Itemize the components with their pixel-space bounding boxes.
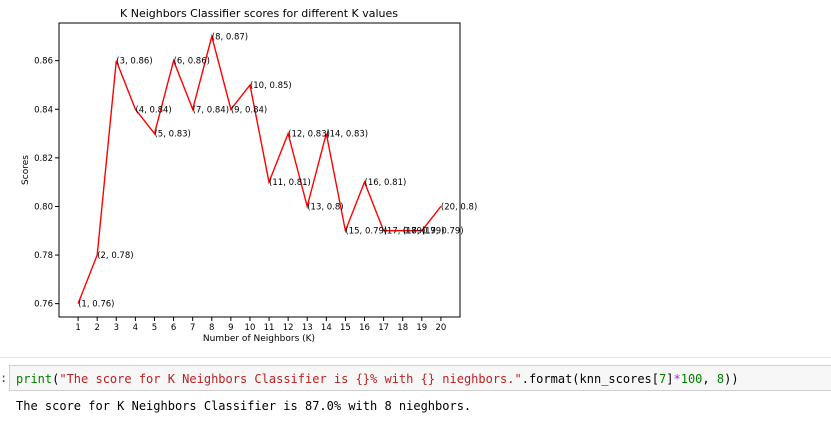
x-tick-label: 8 [209, 323, 214, 333]
x-tick-label: 3 [114, 323, 119, 333]
point-label: (1, 0.76) [78, 300, 114, 310]
knn-scores-chart: K Neighbors Classifier scores for differ… [21, 7, 477, 344]
y-tick-label: 0.78 [34, 251, 53, 261]
y-tick-label: 0.84 [34, 105, 53, 115]
cell-output: The score for K Neighbors Classifier is … [16, 399, 472, 413]
x-tick-label: 19 [416, 323, 427, 333]
point-label: (15, 0.79) [345, 227, 387, 237]
y-tick-label: 0.80 [34, 202, 53, 212]
code-builtin: print [16, 372, 53, 386]
point-label: (9, 0.84) [231, 105, 267, 115]
code-method: .format(knn_scores[ [521, 372, 660, 386]
x-tick-label: 15 [340, 323, 351, 333]
y-tick-label: 0.86 [34, 57, 53, 67]
x-tick-label: 14 [321, 323, 332, 333]
x-tick-label: 10 [245, 323, 256, 333]
score-line [77, 33, 442, 304]
point-label: (3, 0.86) [116, 57, 152, 67]
point-label: (17, 0.79) [384, 227, 426, 237]
x-tick-label: 11 [264, 323, 275, 333]
code-index: 7 [659, 372, 667, 386]
y-axis-label: Scores [21, 155, 31, 185]
x-tick-label: 1 [75, 323, 80, 333]
code-input-area[interactable]: print("The score for K Neighbors Classif… [9, 365, 831, 391]
point-label: (6, 0.86) [174, 57, 210, 67]
x-tick-label: 12 [283, 323, 294, 333]
x-tick-label: 2 [94, 323, 99, 333]
point-label: (16, 0.81) [365, 178, 407, 188]
cell-prompt: : [0, 371, 8, 385]
chart-title: K Neighbors Classifier scores for differ… [120, 7, 398, 20]
y-tick-label: 0.76 [34, 300, 53, 310]
y-axis-ticks: 0.76 0.78 0.80 0.82 0.84 0.86 [34, 57, 59, 310]
point-label: (13, 0.8) [307, 202, 343, 212]
x-tick-label: 18 [397, 323, 408, 333]
point-label: (14, 0.83) [326, 130, 368, 140]
x-tick-label: 20 [435, 323, 446, 333]
point-label: (4, 0.84) [135, 105, 171, 115]
x-axis-label: Number of Neighbors (K) [203, 334, 315, 344]
x-tick-label: 13 [302, 323, 313, 333]
point-label: (10, 0.85) [250, 81, 292, 91]
code-num: 100 [680, 372, 703, 386]
point-label: (5, 0.83) [154, 130, 190, 140]
point-labels: (1, 0.76) (2, 0.78) (3, 0.86) (4, 0.84) (5, … [78, 32, 477, 309]
x-tick-label: 7 [190, 323, 195, 333]
point-label: (12, 0.83) [288, 130, 330, 140]
notebook-code-cell: : print("The score for K Neighbors Class… [0, 357, 831, 425]
x-tick-label: 5 [152, 323, 157, 333]
y-tick-label: 0.82 [34, 154, 53, 164]
code-mid: ] [666, 372, 674, 386]
code-close: )) [724, 372, 739, 386]
x-axis-ticks: 1 2 3 4 5 6 7 8 9 10 11 12 13 14 15 16 17 18 19 20 [75, 317, 446, 333]
code-line[interactable]: print("The score for K Neighbors Classif… [16, 371, 739, 387]
point-label: (18, 0.79) [403, 227, 445, 237]
x-tick-label: 6 [171, 323, 176, 333]
point-label: (7, 0.84) [193, 105, 229, 115]
point-label: (20, 0.8) [441, 202, 477, 212]
x-tick-label: 16 [359, 323, 370, 333]
point-label: (11, 0.81) [269, 178, 311, 188]
plot-area-frame [58, 22, 461, 318]
code-arg: 8 [716, 372, 725, 386]
point-label: (2, 0.78) [97, 251, 133, 261]
point-label: (19, 0.79) [422, 227, 464, 237]
code-string: "The score for K Neighbors Classifier is… [59, 372, 522, 386]
x-tick-label: 17 [378, 323, 389, 333]
cell-divider [0, 357, 831, 358]
code-open: ( [52, 372, 60, 386]
point-label: (8, 0.87) [212, 32, 248, 42]
x-tick-label: 9 [228, 323, 233, 333]
x-tick-label: 4 [133, 323, 138, 333]
code-op: * [673, 372, 681, 386]
code-sep: , [702, 372, 717, 386]
